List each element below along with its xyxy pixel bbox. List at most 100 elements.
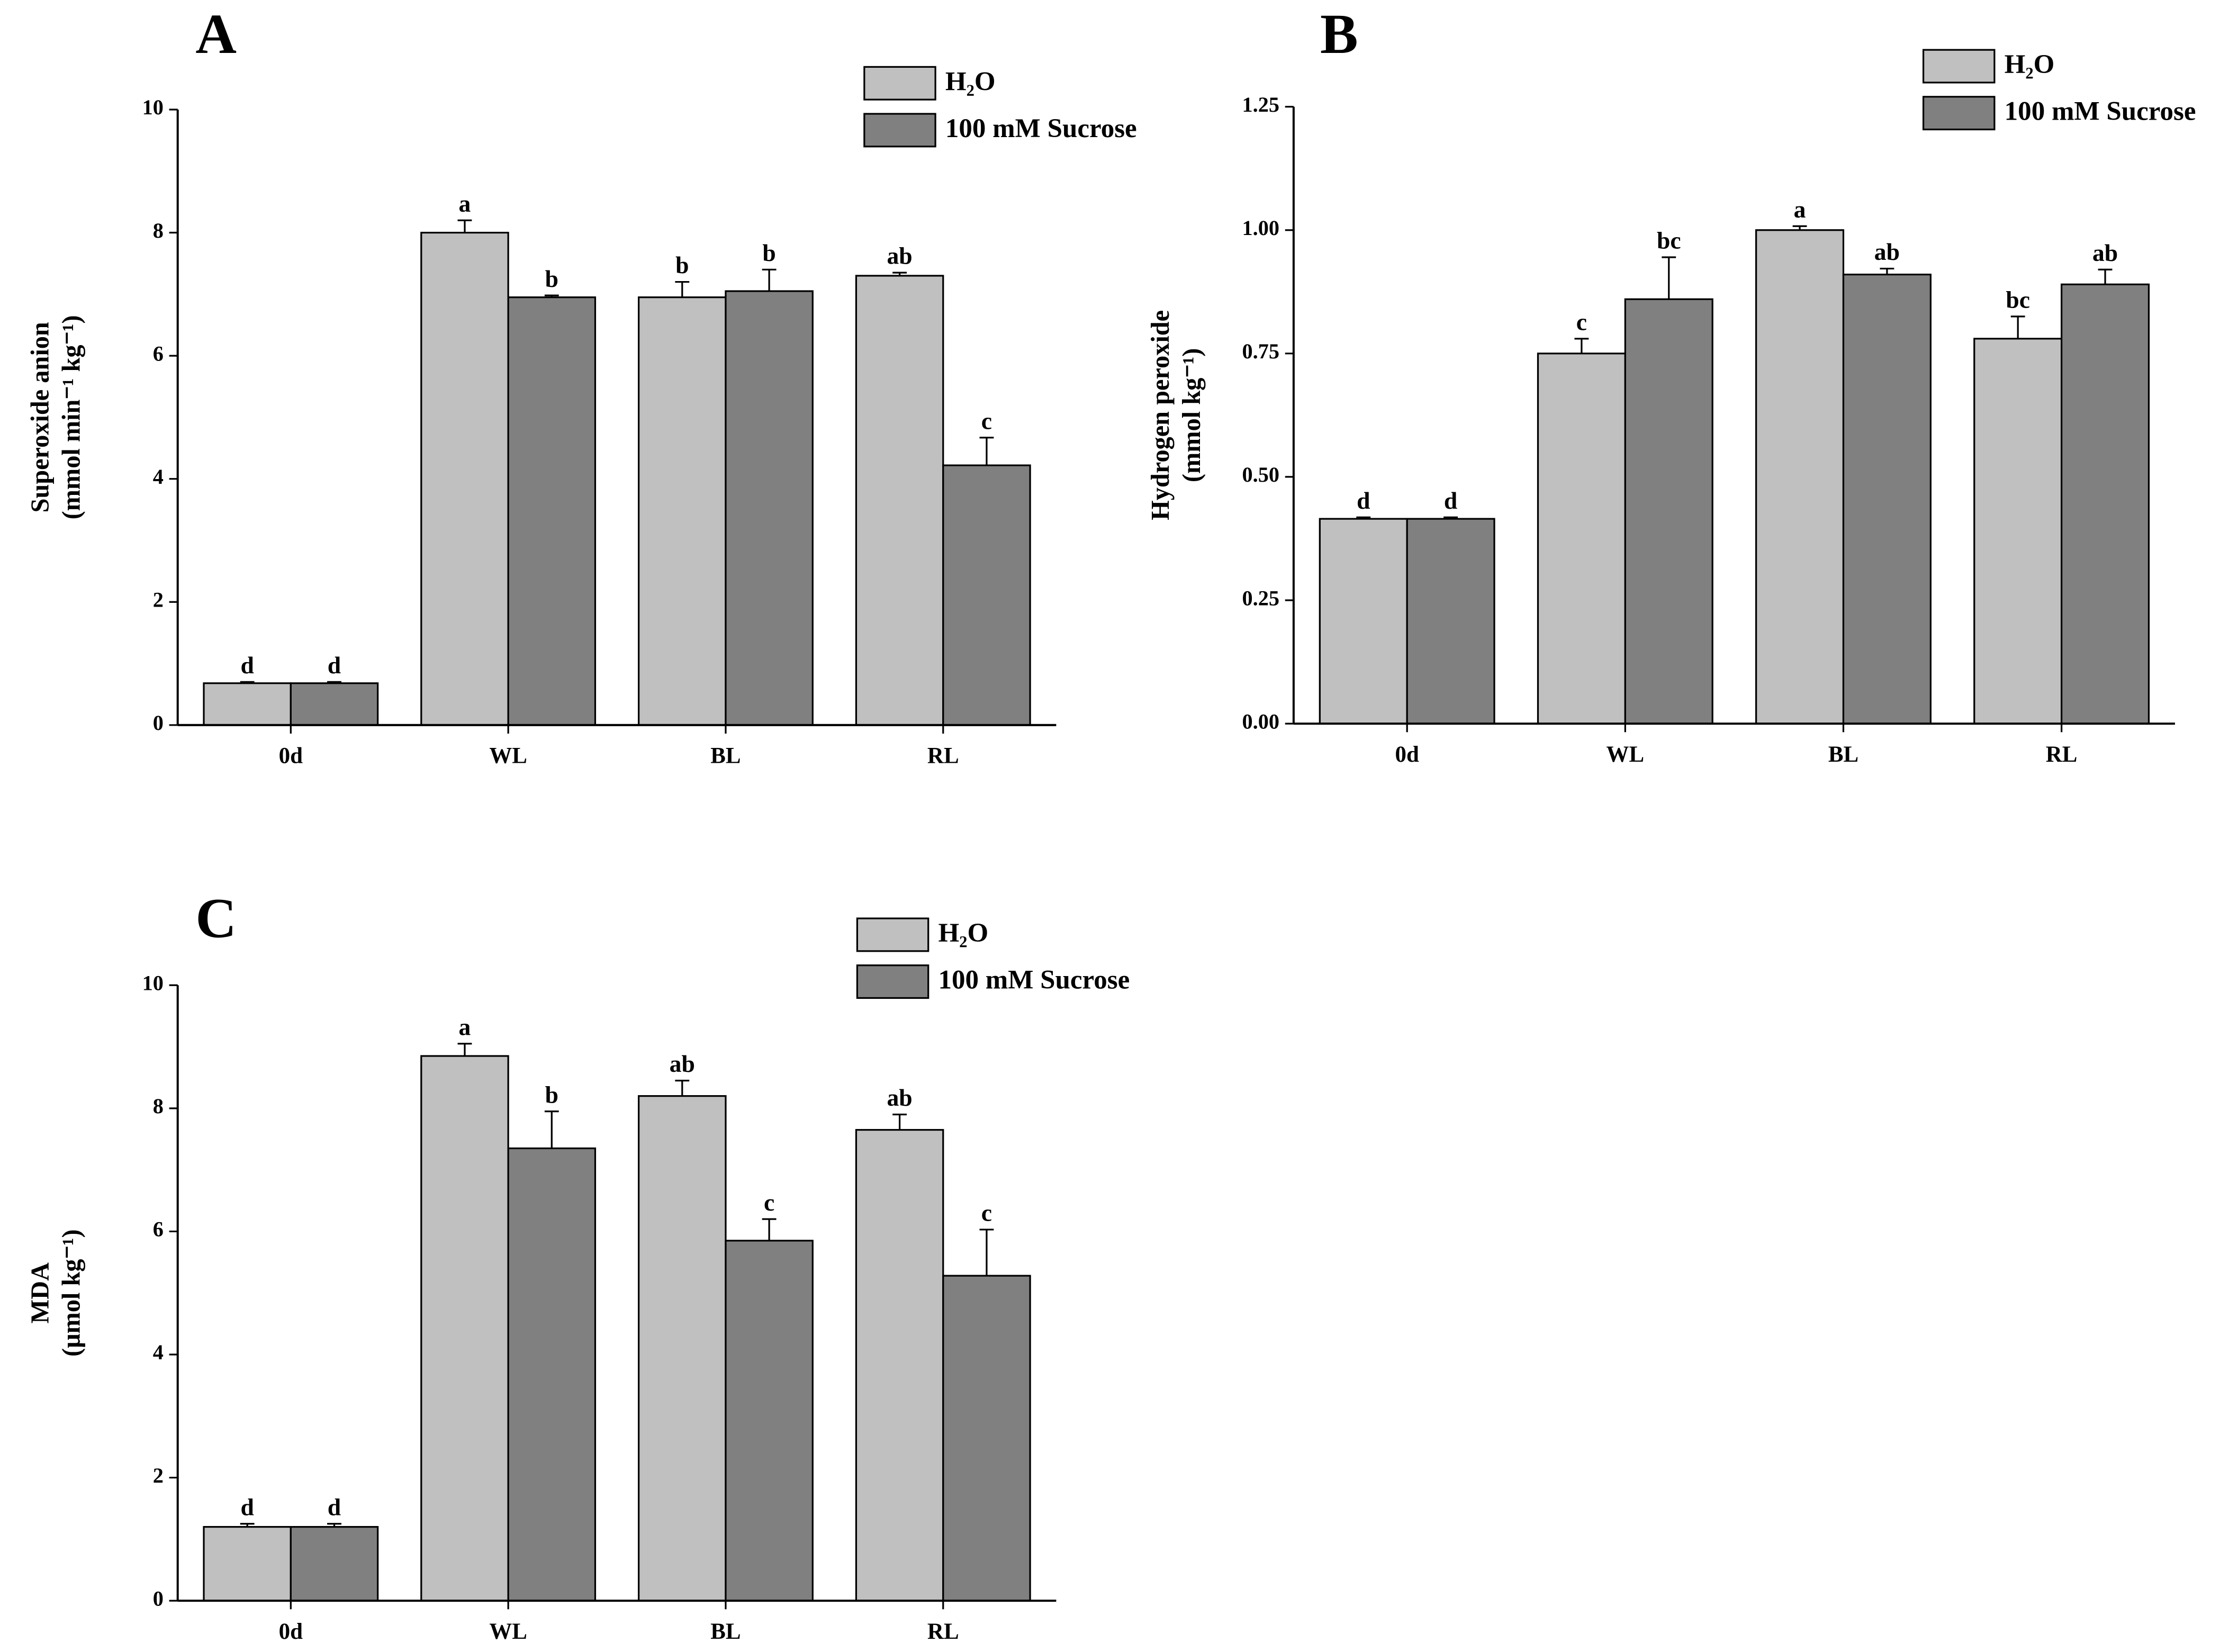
bar <box>1624 298 1713 725</box>
y-tick-label: 8 <box>153 1094 164 1118</box>
legend-swatch <box>856 964 929 999</box>
significance-label: d <box>1444 487 1457 514</box>
significance-label: c <box>981 1199 992 1226</box>
error-bar <box>1792 225 1807 230</box>
y-tick-label: 0.50 <box>1242 463 1279 486</box>
error-bar <box>2098 268 2113 285</box>
legend-swatch <box>1922 96 1996 131</box>
significance-label: c <box>764 1189 774 1216</box>
legend-swatch <box>856 917 929 952</box>
error-bar <box>2010 315 2025 339</box>
y-tick-label: 4 <box>153 465 164 489</box>
error-bar <box>457 1043 472 1057</box>
x-tick-label: BL <box>1828 742 1858 767</box>
bar <box>2061 283 2150 725</box>
x-tick-label: RL <box>927 1619 959 1644</box>
bar <box>507 1147 597 1602</box>
y-tick-label: 1.00 <box>1242 216 1279 240</box>
error-bar <box>1574 338 1589 354</box>
error-bar <box>675 1079 690 1096</box>
significance-label: d <box>240 652 254 679</box>
error-bar <box>327 681 341 683</box>
x-tick-label: 0d <box>279 1619 303 1644</box>
legend-label: 100 mM Sucrose <box>2005 97 2196 127</box>
error-bar <box>979 1229 994 1276</box>
error-bar <box>675 281 690 297</box>
panel-label: C <box>195 887 237 950</box>
error-bar <box>1356 516 1371 519</box>
significance-label: b <box>675 251 689 278</box>
legend-label: H₂O <box>2005 50 2055 79</box>
bar <box>420 1055 509 1602</box>
significance-label: ab <box>887 242 912 269</box>
bar <box>203 1525 292 1602</box>
error-bar <box>544 1111 559 1149</box>
y-tick-label: 0.75 <box>1242 339 1279 363</box>
bar <box>203 682 292 726</box>
significance-label: d <box>328 1493 341 1520</box>
panel-label: A <box>195 3 237 66</box>
bar <box>1319 518 1408 725</box>
y-tick-label: 0 <box>153 711 164 735</box>
x-tick-label: BL <box>710 1619 741 1644</box>
significance-label: b <box>762 239 775 266</box>
significance-label: a <box>1794 196 1806 223</box>
bar <box>290 682 379 726</box>
y-axis-label: MDA <box>26 1262 55 1324</box>
legend-label: H₂O <box>945 67 996 96</box>
bar <box>290 1525 379 1602</box>
error-bar <box>979 437 994 466</box>
y-tick-label: 6 <box>153 341 164 365</box>
significance-label: ab <box>1874 238 1900 265</box>
significance-label: d <box>1357 487 1370 514</box>
legend-label: 100 mM Sucrose <box>938 965 1130 995</box>
error-bar <box>327 1523 341 1527</box>
error-bar <box>1880 267 1894 275</box>
significance-label: b <box>545 265 558 292</box>
significance-label: a <box>459 190 471 217</box>
error-bar <box>240 1523 255 1527</box>
y-tick-label: 2 <box>153 588 164 612</box>
bar <box>1755 229 1845 725</box>
significance-label: a <box>459 1013 471 1040</box>
y-tick-label: 6 <box>153 1217 164 1241</box>
x-tick-label: 0d <box>1395 742 1419 767</box>
significance-label: b <box>545 1081 558 1108</box>
bar <box>1973 338 2063 725</box>
legend-swatch <box>863 113 936 148</box>
x-tick-label: WL <box>1607 742 1645 767</box>
y-axis-label: Hydrogen peroxide <box>1147 310 1175 520</box>
bar <box>638 1095 727 1602</box>
y-tick-label: 2 <box>153 1464 164 1487</box>
x-tick-label: RL <box>2046 742 2078 767</box>
y-tick-label: 0.00 <box>1242 709 1279 733</box>
y-tick-label: 10 <box>142 971 164 995</box>
bar <box>942 1275 1031 1602</box>
panel-label: B <box>1320 3 1358 66</box>
error-bar <box>762 1218 777 1241</box>
significance-label: ab <box>670 1050 695 1077</box>
y-tick-label: 0.25 <box>1242 586 1279 610</box>
bar <box>725 1240 814 1602</box>
y-tick-label: 10 <box>142 95 164 119</box>
error-bar <box>544 294 559 297</box>
significance-label: d <box>240 1493 254 1520</box>
y-axis-label: (mmol kg⁻¹) <box>1178 348 1206 482</box>
significance-label: ab <box>887 1084 912 1111</box>
error-bar <box>892 272 907 276</box>
bar <box>638 296 727 726</box>
significance-label: d <box>328 652 341 679</box>
significance-label: c <box>1576 308 1587 335</box>
error-bar <box>1662 256 1676 300</box>
legend-swatch <box>863 66 936 101</box>
legend-label: H₂O <box>938 918 988 948</box>
y-tick-label: 4 <box>153 1340 164 1364</box>
error-bar <box>240 681 255 683</box>
x-tick-label: RL <box>927 743 959 768</box>
y-tick-label: 8 <box>153 219 164 242</box>
legend-label: 100 mM Sucrose <box>945 114 1137 143</box>
y-axis-label: (μmol kg⁻¹) <box>58 1229 86 1357</box>
bar <box>1842 274 1932 725</box>
